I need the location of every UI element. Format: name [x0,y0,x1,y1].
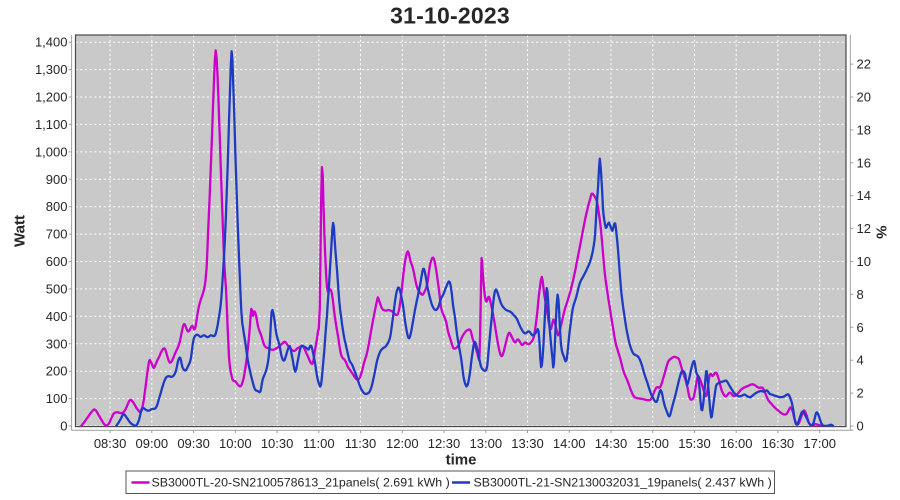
svg-text:20: 20 [857,90,871,105]
svg-text:18: 18 [857,122,871,137]
svg-text:1,100: 1,100 [35,117,68,132]
svg-text:15:30: 15:30 [678,436,711,451]
svg-text:14: 14 [857,188,871,203]
svg-text:time: time [446,452,477,469]
svg-text:6: 6 [857,320,864,335]
svg-text:SB3000TL-21-SN2130032031_19pan: SB3000TL-21-SN2130032031_19panels( 2.437… [474,476,772,490]
svg-text:09:00: 09:00 [136,436,169,451]
svg-text:09:30: 09:30 [177,436,210,451]
svg-text:10:00: 10:00 [219,436,252,451]
svg-text:600: 600 [46,254,68,269]
svg-text:13:00: 13:00 [470,436,503,451]
svg-text:22: 22 [857,57,871,72]
svg-text:14:30: 14:30 [595,436,628,451]
svg-text:8: 8 [857,287,864,302]
svg-text:%: % [873,226,890,239]
svg-text:12:30: 12:30 [428,436,461,451]
svg-text:Watt: Watt [12,215,29,247]
svg-text:16:00: 16:00 [720,436,753,451]
svg-text:17:00: 17:00 [803,436,836,451]
svg-text:SB3000TL-20-SN2100578613_21pan: SB3000TL-20-SN2100578613_21panels( 2.691… [152,476,450,490]
svg-text:1,000: 1,000 [35,144,68,159]
svg-text:10:30: 10:30 [261,436,294,451]
svg-text:1,400: 1,400 [35,35,68,50]
svg-text:15:00: 15:00 [636,436,669,451]
svg-text:200: 200 [46,364,68,379]
svg-text:300: 300 [46,336,68,351]
svg-text:2: 2 [857,386,864,401]
svg-text:16: 16 [857,155,871,170]
svg-text:10: 10 [857,254,871,269]
svg-text:12: 12 [857,221,871,236]
svg-text:08:30: 08:30 [94,436,127,451]
svg-text:11:00: 11:00 [303,436,335,451]
svg-text:700: 700 [46,227,68,242]
svg-text:14:00: 14:00 [553,436,586,451]
svg-text:1,300: 1,300 [35,62,68,77]
svg-text:1,200: 1,200 [35,90,68,105]
svg-text:500: 500 [46,281,68,296]
svg-text:0: 0 [857,419,864,434]
svg-text:13:30: 13:30 [511,436,544,451]
svg-text:900: 900 [46,172,68,187]
svg-text:4: 4 [857,353,864,368]
svg-text:11:30: 11:30 [345,436,377,451]
svg-text:12:00: 12:00 [386,436,419,451]
svg-text:16:30: 16:30 [762,436,795,451]
svg-text:400: 400 [46,309,68,324]
svg-text:0: 0 [60,419,67,434]
svg-text:31-10-2023: 31-10-2023 [390,3,510,29]
svg-text:800: 800 [46,199,68,214]
svg-text:100: 100 [46,391,68,406]
